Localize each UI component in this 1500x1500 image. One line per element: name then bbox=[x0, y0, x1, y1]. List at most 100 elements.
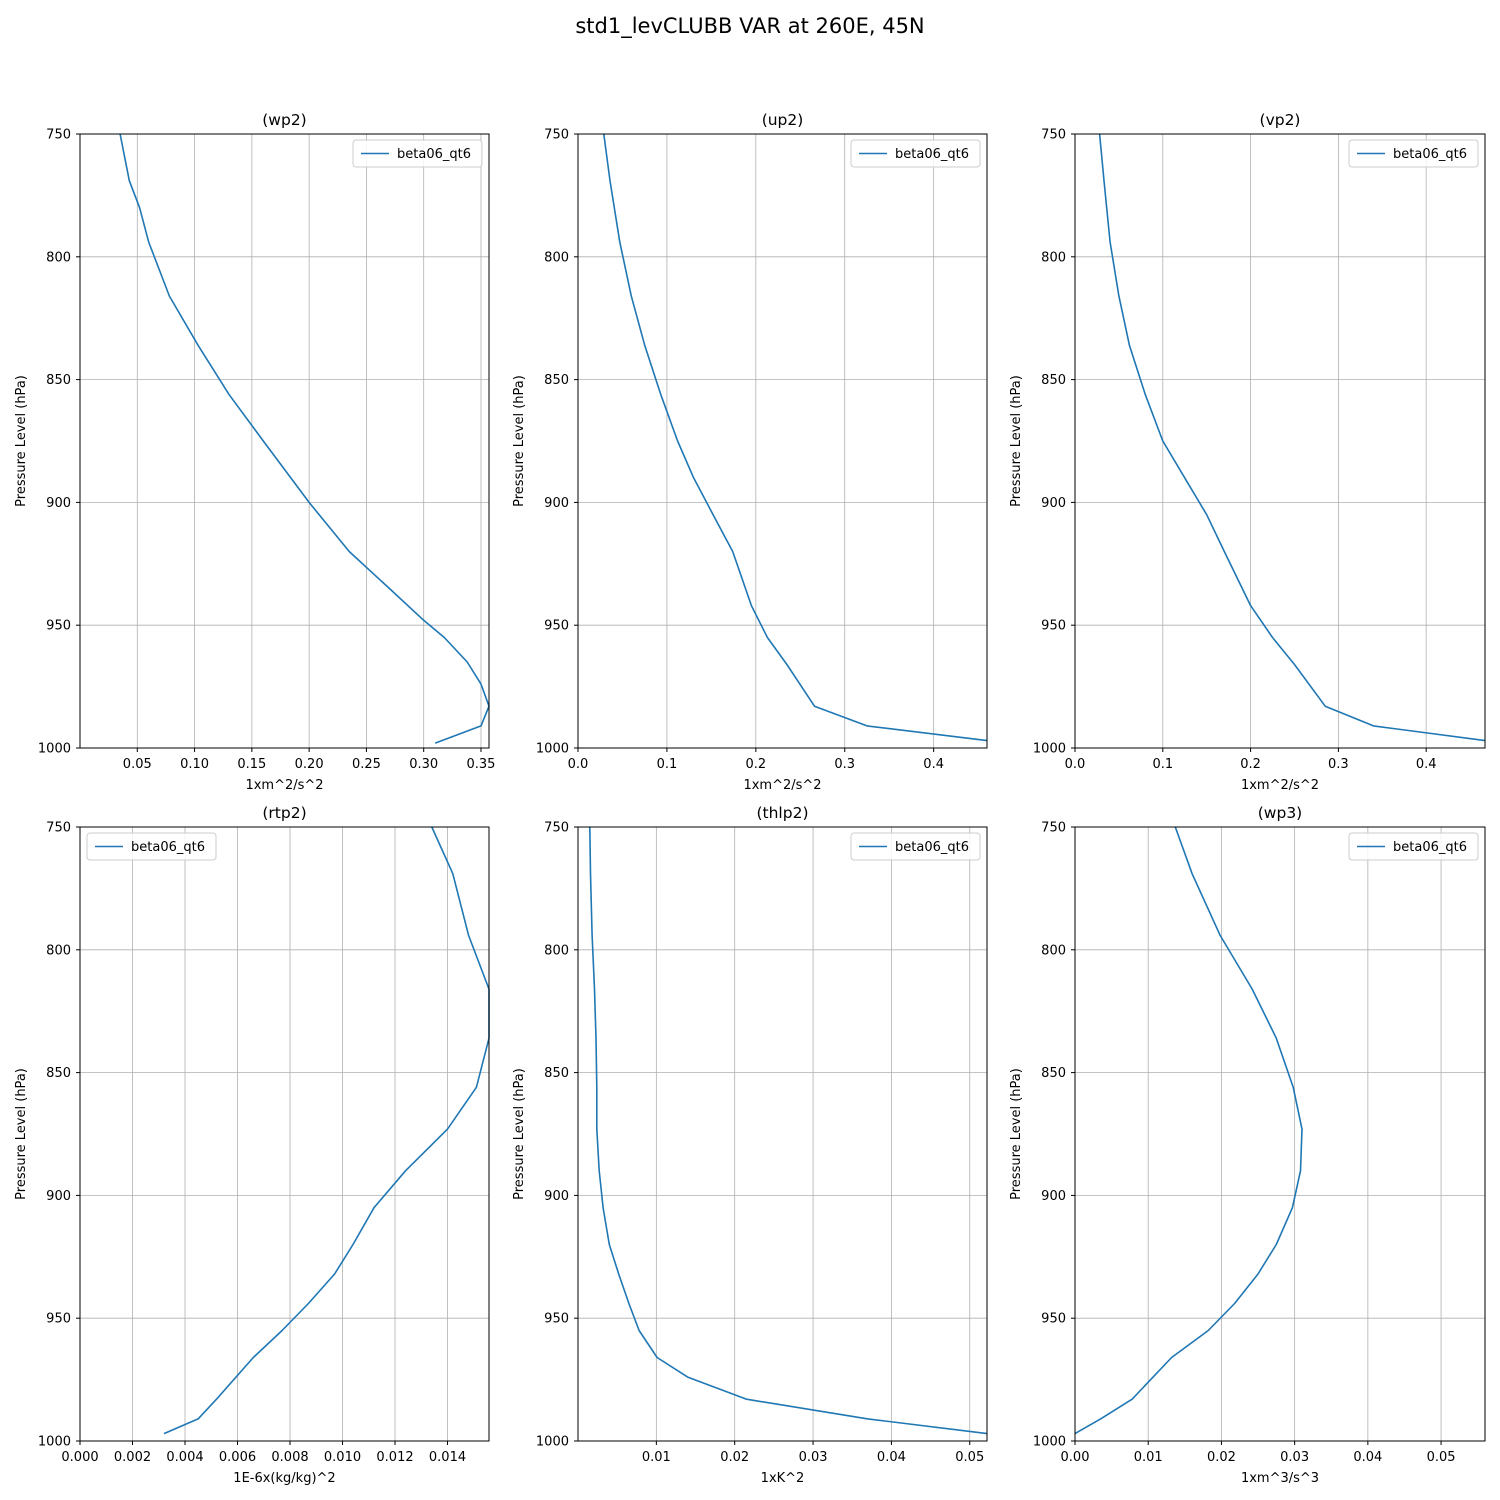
x-tick-label: 0.05 bbox=[1427, 1450, 1456, 1465]
y-tick-label: 1000 bbox=[38, 1435, 71, 1450]
legend: beta06_qt6 bbox=[850, 139, 981, 168]
legend-label: beta06_qt6 bbox=[397, 147, 471, 162]
y-tick-label: 850 bbox=[1041, 1066, 1066, 1081]
x-tick-label: 0.35 bbox=[467, 757, 496, 772]
x-tick-label: 0.0 bbox=[568, 757, 589, 772]
subplot-title: (up2) bbox=[762, 111, 804, 129]
y-tick-label: 950 bbox=[1041, 1312, 1066, 1327]
subplot-3: 0.0 0.1 0.2 0.3 0.4 750 800 850 900 950 1000 (vp2) 1… bbox=[1009, 111, 1486, 793]
x-axis-label: 1xm^2/s^2 bbox=[1241, 778, 1319, 793]
y-axis-label: Pressure Level (hPa) bbox=[512, 1068, 527, 1200]
x-tick-label: 0.1 bbox=[657, 757, 678, 772]
y-tick-label: 850 bbox=[544, 1066, 569, 1081]
y-tick-label: 750 bbox=[544, 821, 569, 836]
y-tick-label: 800 bbox=[1041, 250, 1066, 265]
legend-box bbox=[850, 832, 981, 861]
axes-frame bbox=[1074, 133, 1486, 749]
y-tick-label: 800 bbox=[544, 250, 569, 265]
subplot-5: 0.01 0.02 0.03 0.04 0.05 750 800 850 900 950 1000 (… bbox=[512, 804, 988, 1486]
x-tick-label: 0.20 bbox=[295, 757, 324, 772]
x-tick-label: 0.4 bbox=[1416, 757, 1437, 772]
axes-frame bbox=[1074, 826, 1486, 1442]
legend-box bbox=[352, 139, 483, 168]
y-tick-label: 950 bbox=[544, 619, 569, 634]
x-tick-label: 0.05 bbox=[123, 757, 152, 772]
y-tick-label: 850 bbox=[1041, 373, 1066, 388]
y-tick-label: 750 bbox=[1041, 821, 1066, 836]
series-line-1 bbox=[603, 133, 988, 742]
subplot-title: (wp2) bbox=[262, 111, 306, 129]
x-tick-label: 0.010 bbox=[324, 1450, 361, 1465]
y-tick-label: 800 bbox=[46, 250, 71, 265]
x-tick-label: 0.03 bbox=[1280, 1450, 1309, 1465]
y-tick-label: 1000 bbox=[536, 1435, 569, 1450]
series-line-1 bbox=[119, 133, 490, 744]
x-tick-label: 0.0 bbox=[1065, 757, 1086, 772]
y-tick-label: 850 bbox=[46, 1066, 71, 1081]
legend: beta06_qt6 bbox=[352, 139, 483, 168]
legend-box bbox=[1348, 139, 1479, 168]
subplot-2: 0.0 0.1 0.2 0.3 0.4 750 800 850 900 950 1000 (up2) 1… bbox=[512, 111, 988, 793]
subplot-title: (thlp2) bbox=[756, 804, 808, 822]
axes-frame bbox=[79, 133, 490, 749]
y-tick-label: 1000 bbox=[38, 742, 71, 757]
x-tick-label: 0.1 bbox=[1152, 757, 1173, 772]
legend-box bbox=[86, 832, 217, 861]
y-tick-label: 850 bbox=[544, 373, 569, 388]
legend-box bbox=[1348, 832, 1479, 861]
x-tick-label: 0.15 bbox=[237, 757, 266, 772]
legend-label: beta06_qt6 bbox=[895, 147, 969, 162]
x-tick-label: 0.2 bbox=[1240, 757, 1261, 772]
y-axis-label: Pressure Level (hPa) bbox=[1009, 375, 1024, 507]
y-tick-label: 850 bbox=[46, 373, 71, 388]
x-tick-label: 0.25 bbox=[352, 757, 381, 772]
legend-label: beta06_qt6 bbox=[895, 840, 969, 855]
y-tick-label: 1000 bbox=[1033, 742, 1066, 757]
axes-frame bbox=[577, 826, 988, 1442]
legend-label: beta06_qt6 bbox=[1393, 840, 1467, 855]
x-axis-label: 1E-6x(kg/kg)^2 bbox=[233, 1471, 335, 1486]
subplot-1: 0.05 0.10 0.15 0.20 0.25 0.30 0.35 750 800 850 900… bbox=[14, 111, 495, 793]
x-axis-label: 1xK^2 bbox=[761, 1471, 805, 1486]
x-tick-label: 0.00 bbox=[1061, 1450, 1090, 1465]
y-tick-label: 950 bbox=[544, 1312, 569, 1327]
y-tick-label: 1000 bbox=[1033, 1435, 1066, 1450]
legend: beta06_qt6 bbox=[850, 832, 981, 861]
y-tick-label: 900 bbox=[544, 1189, 569, 1204]
y-tick-label: 750 bbox=[46, 821, 71, 836]
x-tick-label: 0.002 bbox=[114, 1450, 151, 1465]
axes-frame bbox=[79, 826, 490, 1442]
x-tick-label: 0.02 bbox=[1207, 1450, 1236, 1465]
legend: beta06_qt6 bbox=[1348, 832, 1479, 861]
subplot-6: 0.00 0.01 0.02 0.03 0.04 0.05 750 800 850 900 950 1… bbox=[1009, 804, 1486, 1486]
y-tick-label: 900 bbox=[46, 1189, 71, 1204]
y-tick-label: 950 bbox=[46, 619, 71, 634]
x-tick-label: 0.4 bbox=[923, 757, 944, 772]
y-tick-label: 800 bbox=[544, 943, 569, 958]
x-axis-label: 1xm^2/s^2 bbox=[743, 778, 821, 793]
figure-title: std1_levCLUBB VAR at 260E, 45N bbox=[575, 14, 925, 38]
x-tick-label: 0.2 bbox=[745, 757, 766, 772]
y-axis-label: Pressure Level (hPa) bbox=[14, 1068, 29, 1200]
axes-frame bbox=[577, 133, 988, 749]
x-tick-label: 0.01 bbox=[1134, 1450, 1163, 1465]
x-tick-label: 0.10 bbox=[180, 757, 209, 772]
y-tick-label: 900 bbox=[544, 496, 569, 511]
x-tick-label: 0.01 bbox=[642, 1450, 671, 1465]
x-tick-label: 0.012 bbox=[376, 1450, 413, 1465]
series-line-1 bbox=[1074, 826, 1303, 1435]
y-tick-label: 1000 bbox=[536, 742, 569, 757]
subplot-title: (rtp2) bbox=[262, 804, 306, 822]
y-tick-label: 750 bbox=[1041, 128, 1066, 143]
x-axis-label: 1xm^2/s^2 bbox=[245, 778, 323, 793]
x-tick-label: 0.04 bbox=[877, 1450, 906, 1465]
y-tick-label: 750 bbox=[46, 128, 71, 143]
subplot-4: 0.000 0.002 0.004 0.006 0.008 0.010 0.012 0.014… bbox=[14, 804, 490, 1486]
x-tick-label: 0.03 bbox=[799, 1450, 828, 1465]
x-axis-label: 1xm^3/s^3 bbox=[1241, 1471, 1319, 1486]
legend-label: beta06_qt6 bbox=[1393, 147, 1467, 162]
y-tick-label: 900 bbox=[46, 496, 71, 511]
x-tick-label: 0.04 bbox=[1353, 1450, 1382, 1465]
y-tick-label: 800 bbox=[46, 943, 71, 958]
